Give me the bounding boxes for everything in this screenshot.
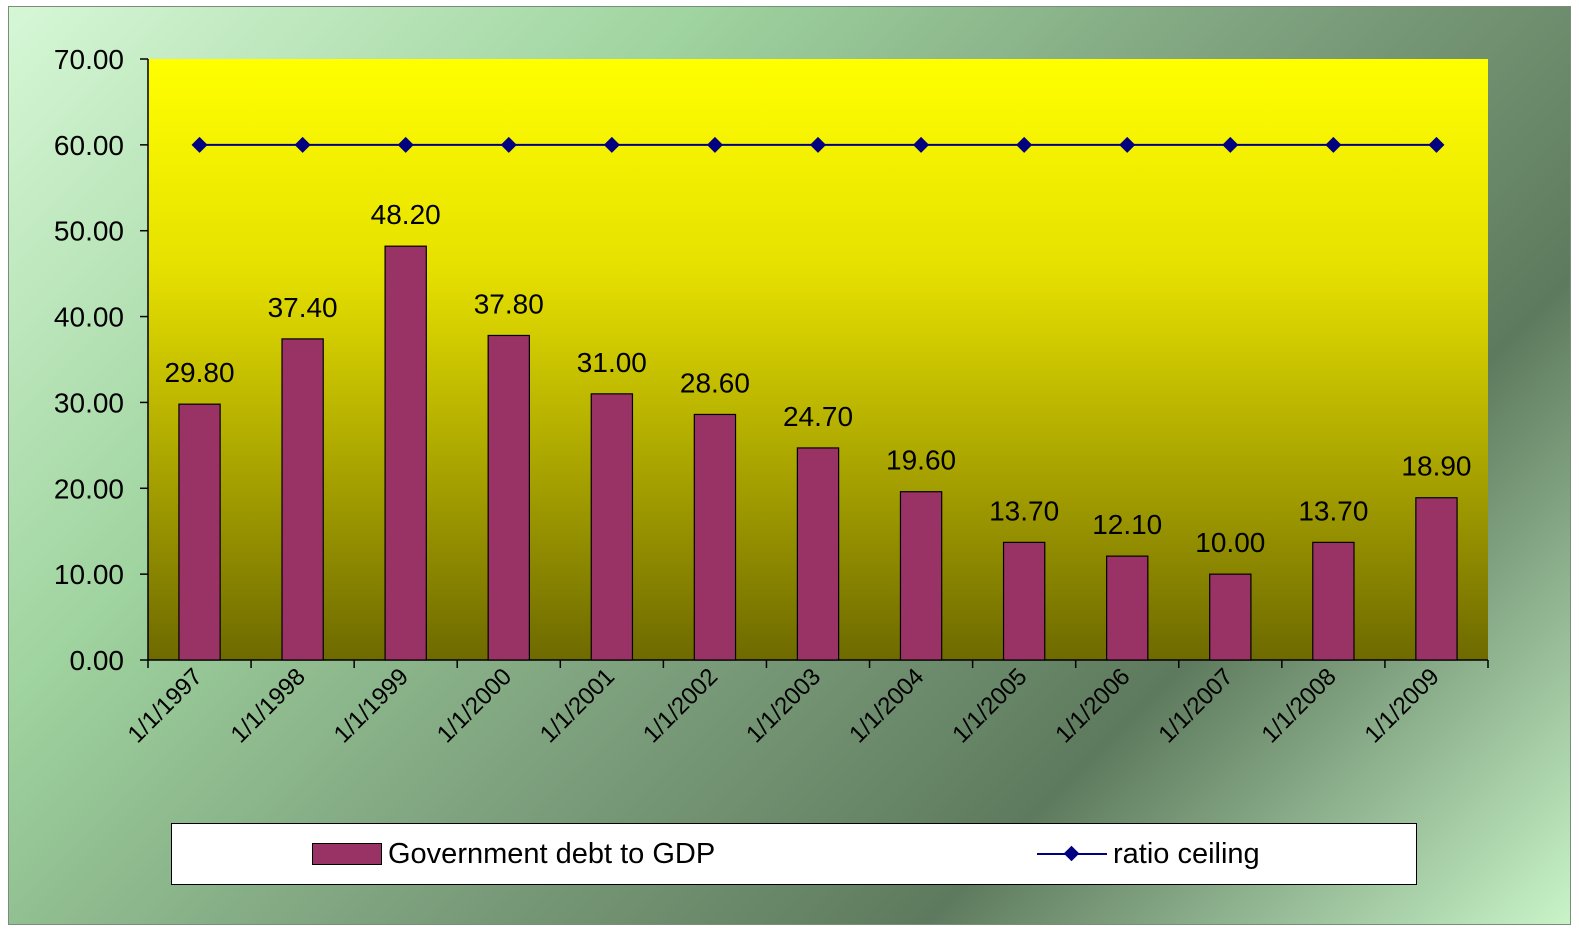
x-tick-label: 1/1/2002 bbox=[638, 663, 723, 748]
line-marker bbox=[1428, 136, 1445, 153]
y-tick-label: 70.00 bbox=[54, 44, 124, 75]
y-tick-label: 30.00 bbox=[54, 387, 124, 418]
y-tick-label: 10.00 bbox=[54, 559, 124, 590]
x-tick-label: 1/1/2007 bbox=[1153, 663, 1238, 748]
bar bbox=[693, 413, 737, 661]
legend-item-bar: Government debt to GDP bbox=[312, 824, 715, 884]
bar bbox=[281, 338, 324, 661]
bar bbox=[487, 334, 530, 661]
x-tick-label: 1/1/2008 bbox=[1256, 663, 1341, 748]
x-tick-label: 1/1/1999 bbox=[329, 663, 414, 748]
x-tick-label: 1/1/1997 bbox=[123, 663, 208, 748]
x-axis: 1/1/1997 1/1/1998 1/1/1999 1/1/2000 1/1/2001… bbox=[123, 659, 1489, 748]
line-marker bbox=[1325, 136, 1342, 153]
bar-data-label: 10.00 bbox=[1195, 527, 1265, 558]
bar bbox=[178, 403, 221, 661]
y-tick-label: 40.00 bbox=[54, 302, 124, 333]
y-tick-label: 0.00 bbox=[70, 645, 125, 676]
line-marker bbox=[500, 136, 517, 153]
bar-data-label: 19.60 bbox=[886, 445, 956, 476]
bar bbox=[1415, 497, 1458, 661]
legend-bar-swatch bbox=[312, 843, 382, 865]
bar-data-label: 28.60 bbox=[680, 367, 750, 398]
bar-data-label: 37.80 bbox=[474, 288, 544, 319]
bar bbox=[1312, 541, 1355, 661]
bar bbox=[384, 245, 427, 661]
line-marker bbox=[913, 136, 930, 153]
bar-data-label: 31.00 bbox=[577, 347, 647, 378]
x-tick-label: 1/1/1998 bbox=[226, 663, 311, 748]
y-tick-label: 50.00 bbox=[54, 216, 124, 247]
bar-data-label: 48.20 bbox=[371, 199, 441, 230]
y-tick-label: 60.00 bbox=[54, 130, 124, 161]
line-marker bbox=[810, 136, 826, 153]
bar bbox=[1002, 541, 1046, 661]
bar bbox=[899, 491, 943, 661]
line-marker bbox=[603, 136, 620, 153]
legend: Government debt to GDP ratio ceiling bbox=[171, 823, 1417, 885]
x-tick-label: 1/1/2004 bbox=[844, 663, 929, 748]
bar-data-label: 18.90 bbox=[1401, 451, 1471, 482]
line-marker bbox=[191, 136, 208, 153]
bar bbox=[1209, 573, 1252, 661]
bar bbox=[796, 447, 840, 661]
line-marker bbox=[1119, 136, 1136, 153]
x-tick-label: 1/1/2009 bbox=[1360, 663, 1445, 748]
line-marker bbox=[706, 136, 723, 153]
bar-series bbox=[178, 245, 1458, 661]
x-tick-label: 1/1/2003 bbox=[741, 663, 826, 748]
bar-data-label: 13.70 bbox=[989, 495, 1059, 526]
legend-item-line: ratio ceiling bbox=[1037, 824, 1260, 884]
x-tick-label: 1/1/2001 bbox=[535, 663, 620, 748]
line-marker bbox=[1016, 136, 1033, 153]
legend-diamond-icon bbox=[1063, 845, 1080, 862]
bar-data-label: 12.10 bbox=[1092, 509, 1162, 540]
bar bbox=[590, 393, 634, 661]
line-series bbox=[191, 136, 1445, 153]
bar-data-label: 37.40 bbox=[268, 292, 338, 323]
bar-data-label: 29.80 bbox=[164, 357, 234, 388]
legend-bar-label: Government debt to GDP bbox=[388, 837, 716, 870]
line-marker bbox=[294, 136, 311, 153]
legend-line-swatch bbox=[1037, 843, 1107, 865]
line-marker bbox=[1222, 136, 1239, 153]
x-tick-label: 1/1/2000 bbox=[432, 663, 517, 748]
bar bbox=[1106, 555, 1149, 661]
x-tick-label: 1/1/2005 bbox=[947, 663, 1032, 748]
bar-data-label: 13.70 bbox=[1298, 495, 1368, 526]
x-tick-label: 1/1/2006 bbox=[1050, 663, 1135, 748]
legend-line-label: ratio ceiling bbox=[1113, 837, 1260, 870]
y-tick-label: 20.00 bbox=[54, 473, 124, 504]
y-axis: 0.00 10.00 20.00 30.00 40.00 50.00 60.00 70.00 bbox=[54, 44, 149, 676]
line-marker bbox=[397, 136, 414, 153]
bar-data-label: 24.70 bbox=[783, 401, 853, 432]
data-labels: 29.80 37.40 48.20 37.80 31.00 28.60 24.70 19.60… bbox=[164, 199, 1471, 558]
